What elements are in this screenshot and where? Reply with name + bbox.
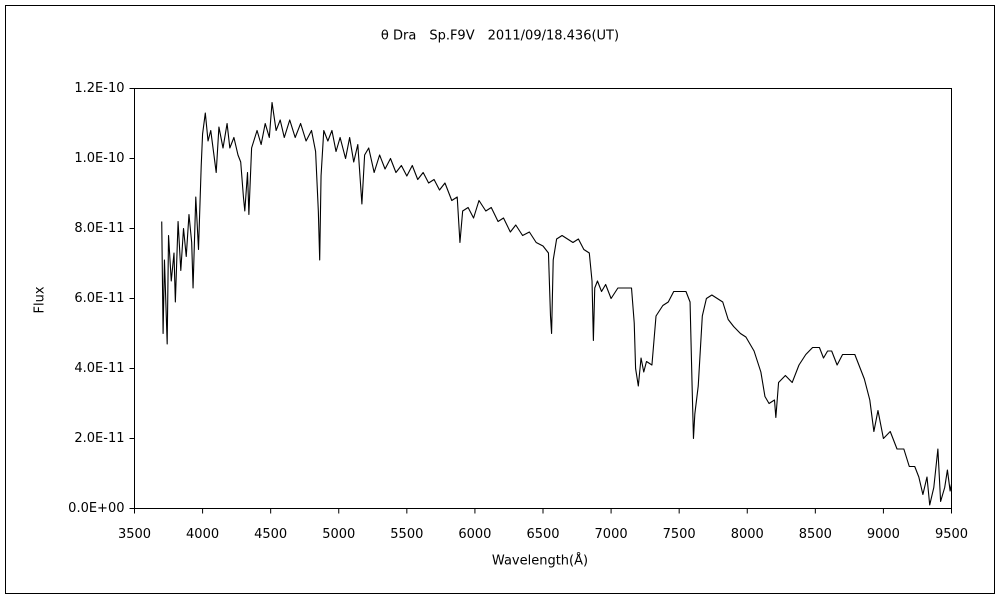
y-tick-label: 8.0E-11 xyxy=(74,221,124,236)
y-tick-label: 6.0E-11 xyxy=(74,291,124,306)
y-tick-label: 2.0E-11 xyxy=(74,431,124,446)
x-tick-label: 9000 xyxy=(867,527,900,542)
y-tick-label: 4.0E-11 xyxy=(74,361,124,376)
chart-title: θ Dra Sp.F9V 2011/09/18.436(UT) xyxy=(381,29,619,44)
x-tick-label: 9500 xyxy=(935,527,968,542)
x-tick-label: 3500 xyxy=(118,527,151,542)
x-tick-label: 4500 xyxy=(254,527,287,542)
x-tick-label: 4000 xyxy=(186,527,219,542)
y-axis-label: Flux xyxy=(33,286,48,313)
x-axis-label: Wavelength(Å) xyxy=(492,553,588,569)
x-tick-label: 7000 xyxy=(595,527,628,542)
y-tick-label: 0.0E+00 xyxy=(68,501,124,516)
x-tick-label: 5500 xyxy=(390,527,423,542)
x-tick-label: 5000 xyxy=(322,527,355,542)
spectrum-line xyxy=(161,101,953,506)
plot-area xyxy=(134,88,952,509)
x-tick-label: 7500 xyxy=(663,527,696,542)
x-tick-label: 8000 xyxy=(731,527,764,542)
x-tick-label: 6000 xyxy=(458,527,491,542)
y-tick-label: 1.0E-10 xyxy=(74,151,124,166)
x-tick-label: 8500 xyxy=(799,527,832,542)
x-tick-label: 6500 xyxy=(526,527,559,542)
y-tick-label: 1.2E-10 xyxy=(74,81,124,96)
